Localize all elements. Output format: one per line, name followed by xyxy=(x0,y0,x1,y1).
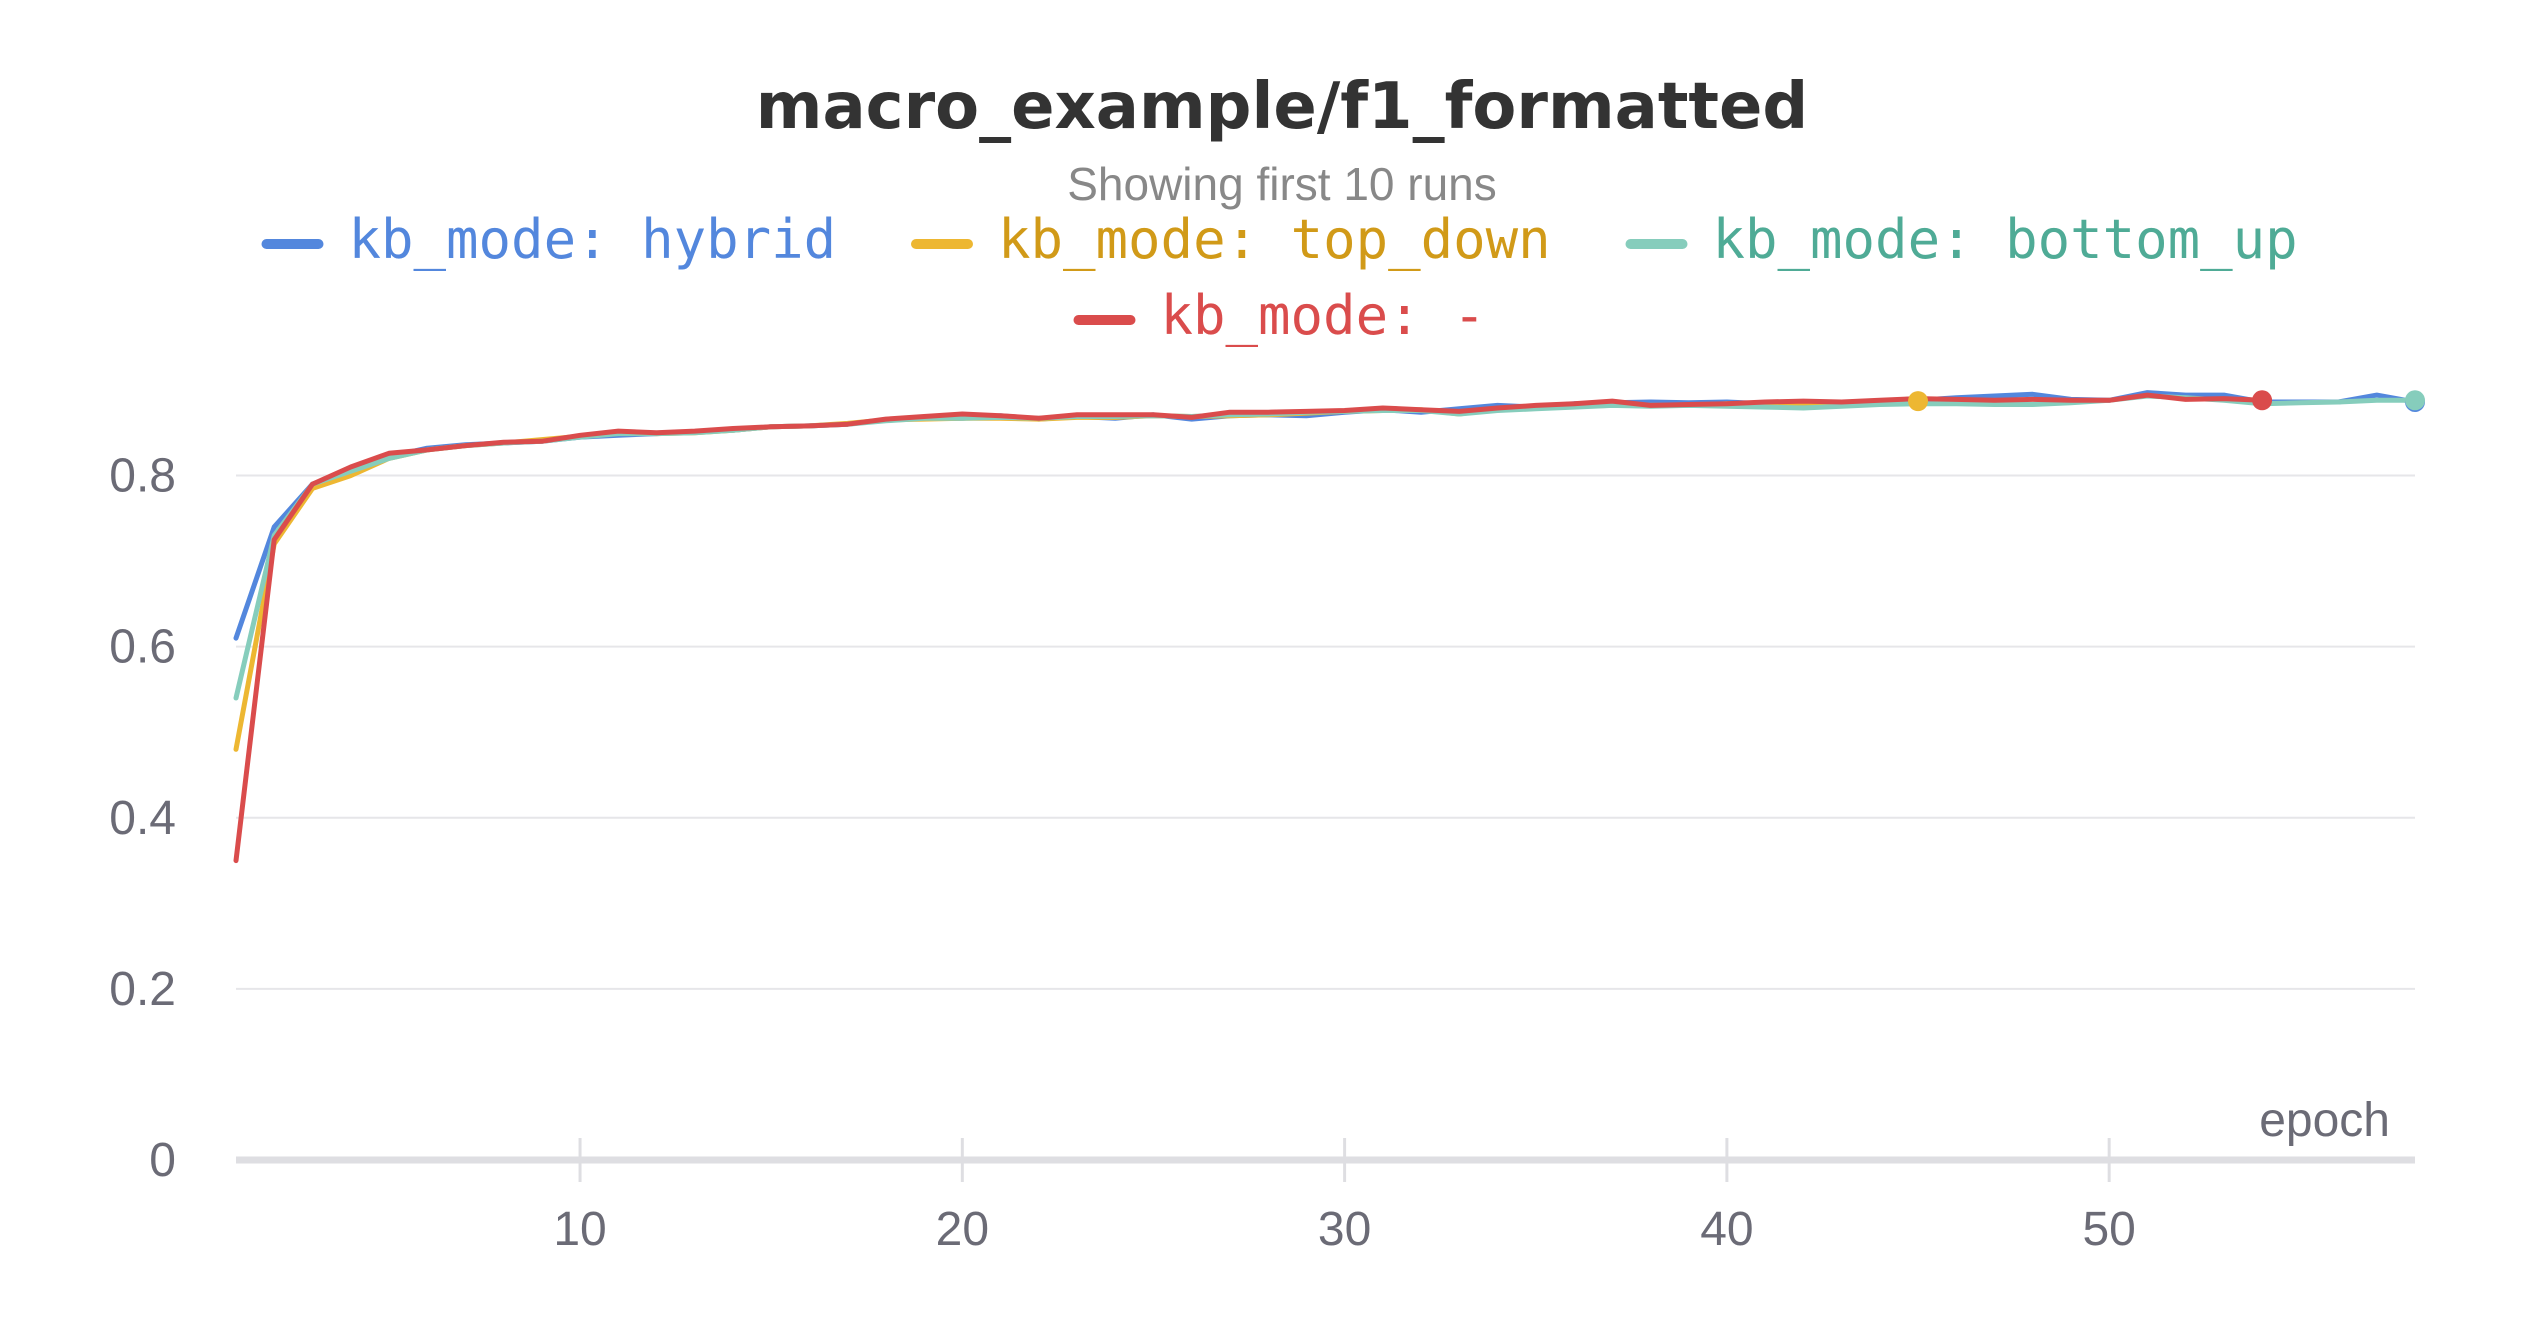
legend-label: kb_mode: top_down xyxy=(998,208,1551,271)
x-tick-label: 10 xyxy=(553,1203,606,1256)
series-end-point xyxy=(1908,391,1929,412)
chart-subtitle: Showing first 10 runs xyxy=(1067,158,1497,210)
chart-title: macro_example/f1_formatted xyxy=(756,70,1808,144)
y-tick-label: 0.4 xyxy=(109,792,176,845)
y-tick-label: 0.2 xyxy=(109,963,176,1016)
axes: 0 0.2 0.4 0.6 0.8 10 20 30 40 50 xyxy=(109,450,2415,1256)
x-tick-label: 20 xyxy=(936,1203,989,1256)
series-end-point xyxy=(2405,390,2425,411)
series-line xyxy=(233,390,2418,641)
x-tick-label: 30 xyxy=(1318,1203,1371,1256)
series-line xyxy=(233,393,2418,701)
y-tick-label: 0.6 xyxy=(109,621,176,674)
x-tick-label: 50 xyxy=(2082,1203,2135,1256)
legend-label: kb_mode: - xyxy=(1161,284,1486,347)
legend: kb_mode: hybrid kb_mode: top_down kb_mode:… xyxy=(261,208,2298,347)
y-tick-label: 0.8 xyxy=(109,450,176,503)
y-tick-label: 0 xyxy=(149,1134,176,1187)
series-end-point xyxy=(2252,390,2273,411)
series-line xyxy=(233,398,1921,752)
x-axis-label: epoch xyxy=(2259,1094,2390,1147)
series-line xyxy=(233,392,2265,864)
series-layer xyxy=(233,390,2425,864)
grid-lines xyxy=(236,474,2415,990)
x-tick-label: 40 xyxy=(1700,1203,1753,1256)
legend-label: kb_mode: hybrid xyxy=(349,208,837,271)
legend-label: kb_mode: bottom_up xyxy=(1713,208,2298,271)
